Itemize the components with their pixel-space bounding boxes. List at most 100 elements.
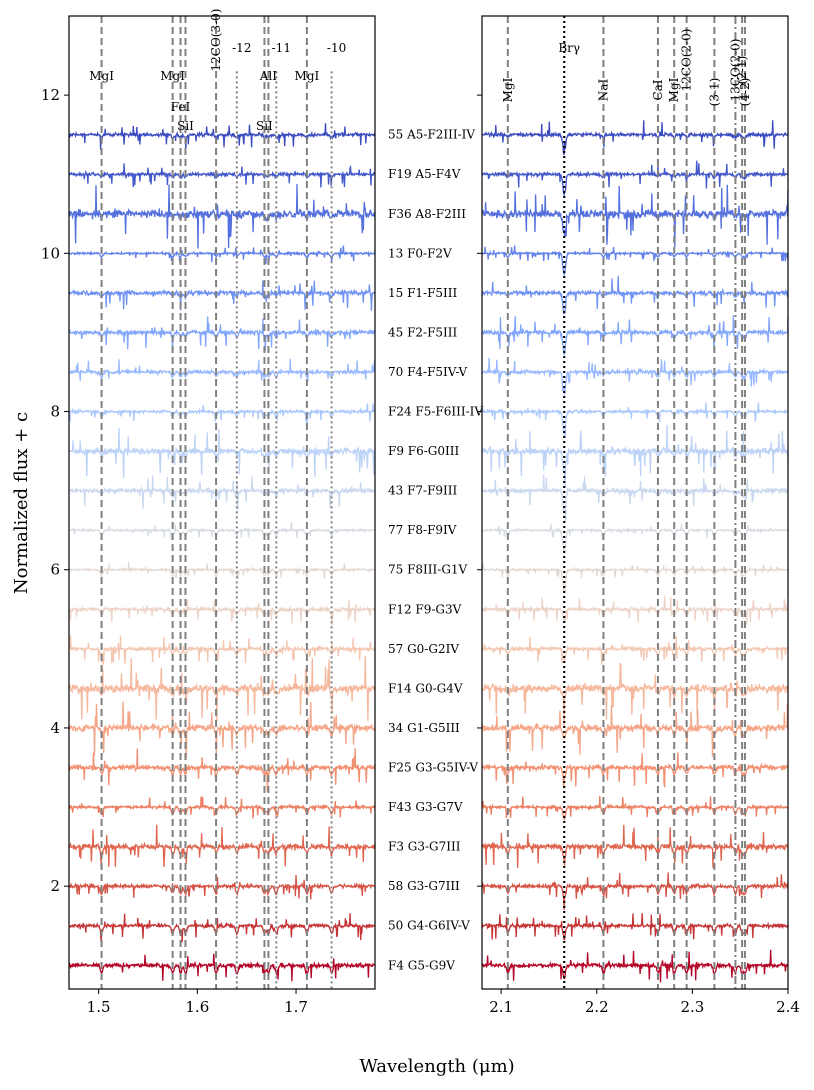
spectrum-left-8: [68, 428, 376, 479]
spectrum-left-0: [68, 123, 376, 150]
star-label-19: 58 G3-G7III: [388, 879, 460, 893]
x-tick-label-left-0: 1.5: [87, 998, 111, 1016]
star-label-17: F43 G3-G7V: [388, 800, 463, 814]
line-label-left-9: MgI: [295, 69, 320, 83]
spectrum-left-16: [68, 748, 376, 792]
star-label-4: 15 F1-F5III: [388, 286, 458, 300]
h-band-frame: [68, 15, 376, 990]
line-label-right-5: 12CO(2-0): [680, 29, 694, 92]
star-label-9: 43 F7-F9III: [388, 484, 458, 498]
spectrum-right-5: [482, 315, 789, 356]
y-tick-label-5: 12: [41, 86, 60, 104]
star-label-3: 13 F0-F2V: [388, 246, 452, 260]
star-labels: 55 A5-F2III-IV F19 A5-F4V F36 A8-F2III 13 F…: [388, 128, 483, 973]
x-tick-label-right-3: 2.4: [776, 998, 800, 1016]
spectrum-left-17: [68, 796, 376, 819]
spectrum-left-5: [68, 316, 376, 352]
star-label-18: F3 G3-G7III: [388, 840, 461, 854]
spectrum-left-18: [68, 824, 376, 868]
x-axis-label: Wavelength (μm): [359, 1056, 514, 1077]
spectrum-right-10: [481, 523, 789, 556]
line-label-left-7: AlI: [259, 69, 278, 83]
line-label-left-6: SiI: [256, 119, 273, 133]
spectrum-left-10: [68, 521, 376, 541]
y-tick-label-4: 10: [41, 244, 60, 262]
spectrum-left-19: [68, 874, 376, 900]
star-label-11: 75 F8III-G1V: [388, 563, 468, 577]
line-label-right-0: MgI: [501, 77, 515, 102]
spectrum-right-18: [481, 824, 789, 869]
spectrum-left-4: [68, 280, 376, 311]
line-label-right-4: MgI: [667, 77, 681, 102]
x-tick-label-right-0: 2.1: [489, 998, 513, 1016]
spectrum-right-20: [481, 913, 789, 941]
x-tick-label-right-1: 2.2: [585, 998, 609, 1016]
y-tick-label-2: 6: [50, 561, 60, 579]
line-label-left-10: -10: [327, 41, 346, 55]
spectrum-left-13: [68, 635, 376, 665]
x-tick-label-left-1: 1.6: [185, 998, 209, 1016]
spectrum-left-20: [68, 913, 376, 943]
spectrum-right-14: [481, 662, 789, 728]
spectrum-left-7: [68, 403, 376, 427]
spectrum-right-3: [481, 245, 789, 277]
y-tick-label-1: 4: [50, 719, 60, 737]
h-band-spectra: [68, 123, 376, 982]
line-label-right-7: 13CO(2-0): [728, 39, 742, 102]
line-label-left-0: MgI: [89, 69, 114, 83]
spectrum-right-21: [481, 949, 789, 983]
star-label-0: 55 A5-F2III-IV: [388, 128, 475, 142]
line-label-left-1: MgI: [160, 69, 185, 83]
star-label-6: 70 F4-F5IV-V: [388, 365, 468, 379]
spectrum-right-0: [481, 120, 789, 155]
spectrum-left-6: [68, 358, 376, 382]
star-label-15: 34 G1-G5III: [388, 721, 460, 735]
spectrum-left-3: [68, 245, 376, 265]
spectrum-right-12: [481, 595, 789, 625]
line-label-right-1: Brγ: [558, 41, 580, 55]
line-label-right-2: NaI: [596, 79, 610, 102]
spectrum-right-13: [481, 635, 789, 666]
star-label-21: F4 G5-G9V: [388, 958, 455, 972]
y-tick-label-3: 8: [50, 403, 60, 421]
spectrum-left-1: [68, 163, 376, 188]
line-label-left-2: FeI: [171, 100, 191, 114]
y-axis-ticks: 2 4 6 8 10 12: [41, 86, 69, 895]
spectrum-left-9: [68, 475, 376, 511]
line-label-left-4: 12CO(3-0): [209, 9, 223, 72]
y-axis-label: Normalized flux + c: [11, 412, 32, 594]
star-label-5: 45 F2-F5III: [388, 325, 458, 339]
spectrum-left-11: [68, 562, 376, 580]
k-band-y-ticks: [477, 94, 482, 887]
star-label-20: 50 G4-G6IV-V: [388, 919, 470, 933]
line-label-right-8: (2-1): [735, 56, 749, 85]
x-tick-label-left-2: 1.7: [284, 998, 308, 1016]
spectrum-left-12: [68, 599, 376, 626]
line-label-right-9: (4-2): [738, 78, 752, 107]
star-label-7: F24 F5-F6III-IV: [388, 405, 483, 419]
star-label-10: 77 F8-F9IV: [388, 523, 457, 537]
line-label-right-3: CaI: [651, 79, 665, 100]
line-label-left-8: -11: [272, 41, 291, 55]
line-label-left-5: -12: [232, 41, 251, 55]
star-label-2: F36 A8-F2III: [388, 207, 466, 221]
spectrum-right-19: [481, 872, 789, 911]
spectrum-right-16: [481, 752, 789, 789]
spectrum-right-17: [481, 795, 789, 821]
spectrum-right-4: [481, 275, 789, 315]
spectrum-left-14: [68, 655, 376, 722]
star-label-16: F25 G3-G5IV-V: [388, 761, 478, 775]
h-band-x-ticks: 1.5 1.6 1.7: [87, 989, 308, 1016]
star-label-13: 57 G0-G2IV: [388, 642, 459, 656]
y-tick-label-0: 2: [50, 877, 60, 895]
spectrum-left-21: [68, 953, 376, 982]
star-label-1: F19 A5-F4V: [388, 167, 461, 181]
spectrum-right-15: [481, 703, 789, 757]
line-label-right-6: (3-1): [707, 78, 721, 107]
spectrum-right-9: [481, 474, 789, 522]
k-band-spectra: [481, 120, 789, 983]
